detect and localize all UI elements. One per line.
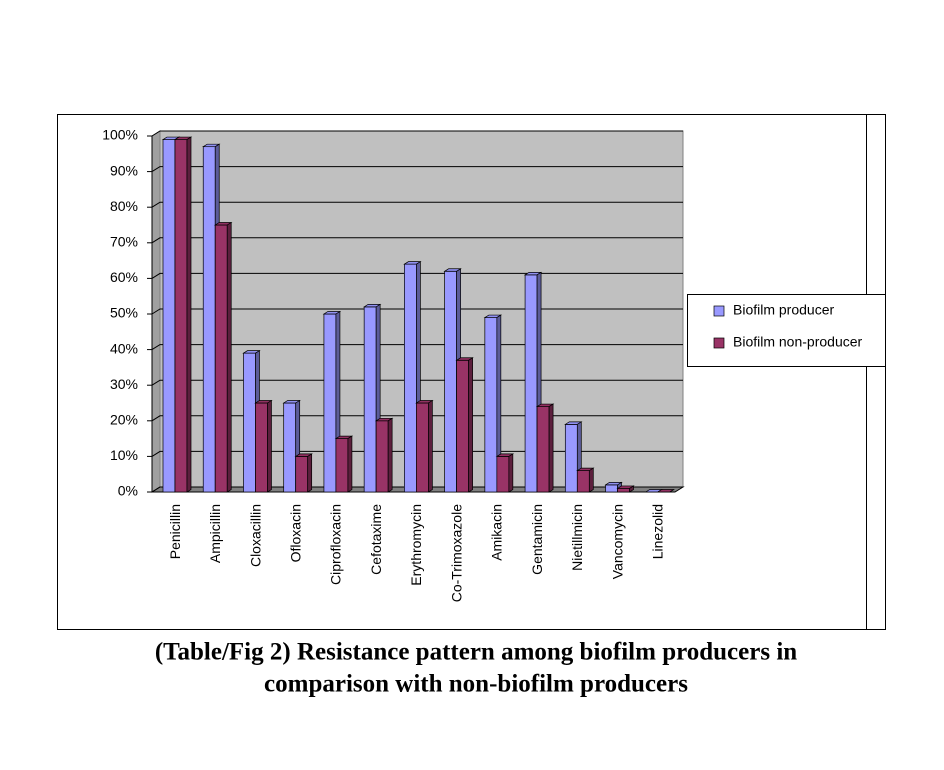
- bar: [483, 314, 503, 493]
- grid-line: [151, 379, 683, 386]
- bar-front: [605, 484, 618, 493]
- bar: [455, 357, 474, 493]
- grid-line: [151, 308, 683, 315]
- grid-line: [151, 201, 683, 208]
- legend-swatch: [713, 305, 725, 317]
- x-tick-label: Ampicillin: [207, 504, 223, 563]
- bar-front: [202, 146, 216, 493]
- x-tick-label: Amikacin: [489, 504, 505, 561]
- x-tick-label: Linezolid: [650, 504, 666, 559]
- bar-front: [576, 470, 590, 493]
- bar-side: [267, 399, 272, 493]
- bar: [254, 399, 273, 493]
- x-tick-label: Ciprofloxacin: [328, 504, 344, 585]
- x-tick-label: Cefotaxime: [368, 504, 384, 575]
- bar-side: [508, 453, 514, 493]
- bar-front: [496, 456, 510, 493]
- legend-swatch: [713, 337, 725, 349]
- bar: [334, 435, 354, 493]
- bar: [656, 489, 675, 493]
- bar: [173, 136, 193, 493]
- x-tick-label: Cloxacillin: [247, 504, 263, 567]
- legend-items: Biofilm producer Biofilm non-producer: [713, 302, 863, 350]
- grid-line: [151, 272, 683, 279]
- bar-side: [428, 399, 433, 493]
- bar-front: [564, 424, 578, 493]
- legend-label: Biofilm non-producer: [733, 334, 863, 350]
- grid-line: [151, 344, 683, 351]
- y-tick-label: 30%: [110, 376, 138, 392]
- x-tick-label: Penicillin: [167, 504, 183, 559]
- bar: [374, 417, 394, 493]
- bar-front: [323, 313, 337, 493]
- bar-front: [295, 456, 309, 493]
- bar-front: [617, 488, 630, 493]
- bar-side: [588, 467, 594, 493]
- bar-side: [307, 453, 313, 493]
- bar-front: [404, 263, 417, 493]
- plot-area: 0% 10% 20% 30% 40% 50% 60% 70% 80% 90% 100% Penicil…: [102, 127, 685, 602]
- y-tick-label: 20%: [110, 412, 138, 428]
- bar-front: [456, 359, 469, 493]
- bar: [495, 453, 515, 493]
- x-tick-label: Gentamicin: [529, 504, 545, 575]
- bar: [535, 403, 555, 493]
- bar-front: [536, 406, 550, 493]
- legend-label: Biofilm producer: [733, 302, 834, 318]
- bar-front: [416, 402, 429, 493]
- bar-side: [347, 435, 353, 493]
- y-tick-label: 0%: [118, 483, 138, 499]
- x-tick-label: Nietillmicin: [569, 504, 585, 571]
- bar-front: [484, 317, 498, 493]
- y-tick-label: 10%: [110, 447, 138, 463]
- y-tick-label: 40%: [110, 340, 138, 356]
- chart-title: comparison with non-biofilm producers: [264, 671, 688, 698]
- y-tick-label: 80%: [110, 198, 138, 214]
- bar-front: [363, 306, 377, 493]
- y-tick-label: 90%: [110, 162, 138, 178]
- x-tick-label: Vancomycin: [609, 504, 625, 579]
- y-tick-label: 50%: [110, 305, 138, 321]
- bar-side: [669, 489, 674, 493]
- bar-side: [226, 221, 232, 493]
- bar: [576, 467, 595, 493]
- x-tick-label: Erythromycin: [408, 504, 424, 586]
- grid-line: [151, 415, 683, 422]
- grid-line: [151, 237, 683, 244]
- bar: [294, 453, 313, 493]
- grid-line: [151, 450, 683, 457]
- bar: [415, 399, 434, 493]
- bar-front: [444, 270, 457, 493]
- bar: [616, 485, 635, 493]
- bar-front: [283, 402, 297, 493]
- y-tick-label: 100%: [102, 127, 138, 143]
- bar-front: [214, 224, 228, 493]
- x-tick-label: Co-Trimoxazole: [448, 504, 464, 602]
- bar-side: [387, 417, 393, 493]
- bar-front: [243, 352, 256, 493]
- bar-side: [186, 136, 192, 493]
- bar-side: [548, 403, 554, 493]
- bar: [214, 221, 233, 493]
- bar-side: [629, 485, 634, 493]
- bar-front: [174, 139, 188, 493]
- grid-line: [151, 166, 683, 173]
- y-tick-label: 70%: [110, 234, 138, 250]
- bar-side: [468, 357, 473, 493]
- bar-front: [162, 139, 176, 493]
- bar-front: [255, 402, 268, 493]
- y-tick-label: 60%: [110, 269, 138, 285]
- bar-front: [375, 420, 389, 493]
- x-tick-label: Ofloxacin: [288, 504, 304, 562]
- chart-title: (Table/Fig 2) Resistance pattern among b…: [155, 639, 797, 666]
- bar-front: [524, 274, 538, 493]
- grid-line: [151, 130, 683, 137]
- bar-front: [335, 438, 349, 493]
